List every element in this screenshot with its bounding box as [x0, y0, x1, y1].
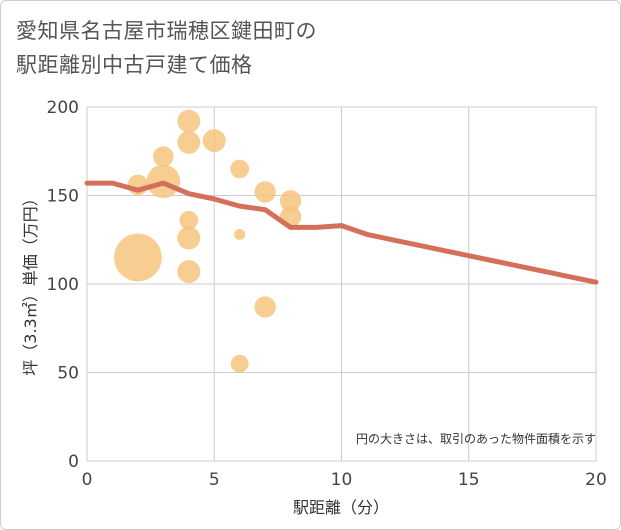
data-bubble [234, 228, 246, 240]
data-bubble [153, 146, 174, 167]
x-tick-label: 0 [82, 470, 93, 490]
y-tick-label: 0 [68, 452, 79, 472]
bubble-layer [114, 109, 302, 373]
data-bubble [177, 260, 201, 284]
y-tick-label: 50 [57, 364, 79, 384]
x-tick-labels: 0 5 10 15 20 [82, 470, 607, 490]
data-bubble [230, 159, 250, 179]
y-tick-labels: 0 50 100 150 200 [47, 98, 79, 472]
x-tick-label: 10 [331, 470, 353, 490]
x-tick-label: 5 [209, 470, 220, 490]
data-bubble [254, 296, 276, 318]
data-bubble [179, 210, 199, 230]
y-tick-label: 150 [47, 187, 79, 207]
y-tick-label: 100 [47, 275, 79, 295]
data-bubble [114, 233, 162, 282]
data-bubble [254, 181, 276, 203]
y-axis-label: 坪（3.3㎡）単価（万円） [21, 190, 40, 375]
chart-title-line-2: 駅距離別中古戸建て価格 [16, 53, 253, 77]
x-tick-label: 15 [458, 470, 480, 490]
data-bubble [279, 190, 302, 212]
grid [86, 106, 597, 462]
y-tick-label: 200 [47, 98, 79, 118]
data-bubble [230, 354, 249, 373]
line-layer [84, 180, 599, 285]
x-tick-label: 20 [585, 470, 607, 490]
data-bubble [177, 109, 201, 133]
bubble-size-note: 円の大きさは、取引のあった物件面積を示す [356, 431, 596, 446]
x-axis-label: 駅距離（分） [293, 498, 389, 517]
chart-title: 愛知県名古屋市瑞穂区鍵田町の 駅距離別中古戸建て価格 [16, 14, 317, 82]
average-price-line [84, 180, 599, 285]
data-bubble [202, 129, 226, 153]
data-bubble [177, 130, 201, 154]
data-bubble [177, 226, 201, 250]
chart-title-line-1: 愛知県名古屋市瑞穂区鍵田町の [16, 19, 317, 43]
